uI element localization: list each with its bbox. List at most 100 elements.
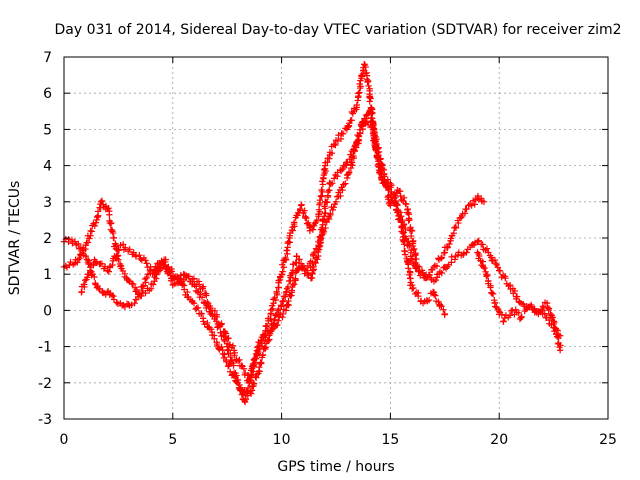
data-point	[302, 213, 309, 220]
data-point	[405, 238, 412, 245]
data-point	[280, 264, 287, 271]
data-point	[139, 283, 146, 290]
data-point	[236, 356, 243, 364]
x-tick-label: 25	[599, 432, 617, 448]
data-point	[84, 239, 92, 246]
series-trace-c	[78, 104, 564, 384]
data-point	[481, 264, 488, 272]
data-point	[358, 123, 365, 130]
data-point	[375, 163, 382, 170]
y-tick-label: 0	[43, 303, 52, 319]
data-point	[362, 63, 369, 71]
data-point	[314, 256, 321, 263]
data-point	[315, 246, 323, 253]
data-point	[275, 317, 282, 324]
data-point	[474, 238, 481, 245]
data-point	[166, 268, 173, 275]
data-point	[459, 251, 467, 258]
data-point	[143, 260, 150, 267]
data-point	[494, 264, 501, 271]
data-point	[231, 349, 238, 357]
data-point	[108, 226, 116, 234]
data-point	[384, 184, 392, 192]
data-point	[110, 234, 117, 242]
data-point	[288, 270, 295, 278]
data-point	[362, 119, 369, 127]
data-point	[339, 130, 347, 137]
y-tick-label: 7	[43, 50, 52, 66]
data-point	[207, 326, 215, 333]
data-point	[296, 205, 304, 213]
data-point	[105, 268, 113, 275]
data-point	[518, 313, 526, 321]
data-point	[282, 307, 290, 314]
data-point	[355, 92, 362, 100]
data-point	[410, 245, 418, 253]
data-point	[372, 138, 379, 145]
data-point	[65, 236, 72, 243]
data-point	[279, 268, 286, 275]
data-point	[527, 301, 535, 309]
data-point	[234, 357, 242, 365]
data-point	[117, 262, 125, 269]
data-point	[433, 262, 441, 270]
data-point	[76, 255, 83, 262]
data-point	[500, 318, 507, 325]
data-point	[351, 148, 359, 155]
data-point	[278, 271, 286, 278]
data-point	[387, 191, 394, 198]
data-point	[412, 252, 419, 259]
data-point	[368, 106, 376, 113]
data-point	[320, 166, 328, 173]
data-point	[321, 213, 328, 220]
data-point	[126, 246, 133, 253]
series-trace-b	[60, 115, 488, 399]
data-point	[430, 263, 438, 271]
data-point	[133, 286, 140, 294]
data-point	[110, 292, 117, 300]
data-point	[476, 252, 483, 260]
data-point	[104, 267, 111, 274]
data-point	[425, 296, 433, 304]
data-point	[132, 253, 140, 260]
data-point	[234, 376, 241, 384]
data-point	[400, 229, 407, 236]
data-point	[305, 271, 312, 279]
data-point	[372, 146, 379, 153]
data-point	[175, 279, 182, 287]
data-point	[448, 259, 455, 266]
data-point	[394, 201, 401, 209]
data-point	[328, 150, 336, 157]
data-point	[256, 364, 263, 371]
data-point	[98, 197, 106, 205]
data-point	[364, 78, 371, 86]
grid-lines	[64, 57, 608, 419]
data-point	[142, 257, 149, 264]
data-point	[326, 187, 333, 194]
data-point	[94, 208, 102, 215]
data-point	[399, 229, 406, 237]
data-point	[247, 374, 254, 381]
data-point	[283, 247, 290, 254]
data-point	[330, 204, 337, 211]
data-point	[198, 294, 206, 301]
data-point	[327, 180, 334, 188]
data-point	[248, 363, 256, 370]
data-point	[387, 194, 395, 201]
data-point	[272, 296, 279, 304]
data-point	[74, 256, 82, 263]
data-point	[471, 201, 478, 208]
x-tick-label: 5	[168, 432, 177, 448]
data-point	[401, 251, 409, 258]
data-point	[196, 281, 203, 288]
data-point	[324, 158, 331, 166]
data-point	[106, 211, 113, 218]
data-point	[402, 200, 409, 207]
data-point	[438, 269, 445, 277]
data-point	[419, 271, 427, 278]
data-point	[240, 365, 248, 372]
data-point	[381, 178, 389, 186]
data-point	[480, 263, 487, 270]
data-point	[147, 263, 154, 271]
data-point	[339, 186, 346, 194]
